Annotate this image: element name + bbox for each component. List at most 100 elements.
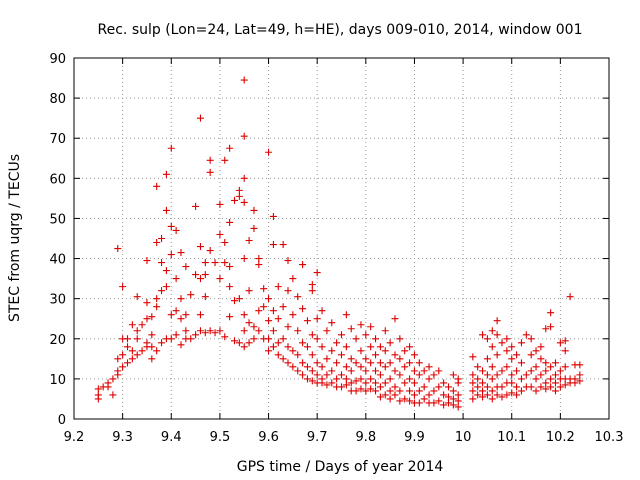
data-point <box>196 243 204 251</box>
data-point <box>362 379 370 387</box>
data-point <box>274 283 282 291</box>
data-point <box>381 379 389 387</box>
data-point <box>172 307 180 315</box>
data-point <box>308 281 316 289</box>
data-point <box>240 198 248 206</box>
data-point <box>211 259 219 267</box>
data-point <box>265 317 273 325</box>
data-point <box>488 363 496 371</box>
data-point <box>216 230 224 238</box>
data-point <box>401 363 409 371</box>
data-point <box>483 371 491 379</box>
data-point <box>265 148 273 156</box>
data-point <box>342 375 350 383</box>
y-tick-label: 70 <box>49 132 66 147</box>
data-point <box>488 375 496 383</box>
data-point <box>299 359 307 367</box>
data-point <box>119 351 127 359</box>
data-point <box>488 395 496 403</box>
data-point <box>493 371 501 379</box>
y-tick-label: 20 <box>49 333 66 348</box>
data-point <box>269 241 277 249</box>
data-point <box>299 305 307 313</box>
data-point <box>347 355 355 363</box>
data-point <box>342 311 350 319</box>
data-point <box>513 367 521 375</box>
data-point <box>508 371 516 379</box>
data-point <box>367 385 375 393</box>
data-point <box>537 383 545 391</box>
data-point <box>396 371 404 379</box>
data-point <box>449 371 457 379</box>
plot-frame <box>73 57 610 420</box>
data-point <box>221 239 229 247</box>
x-tick-label: 10.3 <box>595 430 624 445</box>
data-point <box>498 339 506 347</box>
data-point <box>561 363 569 371</box>
data-point <box>498 367 506 375</box>
data-point <box>153 182 161 190</box>
data-point <box>396 387 404 395</box>
data-point <box>386 387 394 395</box>
data-point <box>211 329 219 337</box>
data-point <box>406 375 414 383</box>
data-point <box>352 387 360 395</box>
data-point <box>250 224 258 232</box>
data-point <box>469 387 477 395</box>
x-tick-label: 9.2 <box>64 430 85 445</box>
data-point <box>338 351 345 359</box>
data-point <box>318 343 326 351</box>
data-point <box>196 311 204 319</box>
data-point <box>284 343 292 351</box>
data-point <box>124 343 131 351</box>
data-point <box>445 383 452 391</box>
data-point <box>221 259 229 267</box>
data-point <box>362 355 370 363</box>
data-point <box>250 335 258 343</box>
data-point <box>231 196 238 204</box>
data-point <box>406 397 414 405</box>
data-point <box>517 339 525 347</box>
data-point <box>435 397 443 405</box>
data-point <box>406 359 414 367</box>
data-point <box>206 156 214 164</box>
data-point <box>415 399 423 407</box>
data-point <box>226 283 234 291</box>
data-point <box>556 339 564 347</box>
data-point <box>279 355 287 363</box>
data-point <box>182 327 190 335</box>
data-point <box>440 379 448 387</box>
data-point <box>376 343 384 351</box>
data-point <box>483 383 491 391</box>
data-point <box>240 327 248 335</box>
data-point <box>143 257 151 265</box>
data-point <box>143 315 151 323</box>
x-tick-label: 9.3 <box>112 430 133 445</box>
data-point <box>406 343 414 351</box>
data-point <box>162 283 170 291</box>
data-point <box>386 359 394 367</box>
data-point <box>347 325 355 333</box>
data-point <box>483 355 491 363</box>
data-point <box>289 275 297 283</box>
data-point <box>474 363 482 371</box>
data-point <box>138 347 146 355</box>
y-axis-title: STEC from uqrg / TECUs <box>7 154 23 322</box>
data-point <box>547 309 555 317</box>
data-point <box>235 295 243 303</box>
data-point <box>172 331 180 339</box>
x-tick-label: 9.6 <box>258 430 279 445</box>
x-tick-label: 9.5 <box>210 430 231 445</box>
data-point <box>313 359 321 367</box>
data-point <box>260 285 268 293</box>
data-point <box>372 379 380 387</box>
data-point <box>221 333 229 341</box>
data-point <box>162 170 170 178</box>
data-point <box>279 303 287 311</box>
data-point <box>362 367 370 375</box>
data-point <box>542 385 550 393</box>
data-point <box>508 343 516 351</box>
data-point <box>133 335 141 343</box>
data-point <box>284 323 292 331</box>
